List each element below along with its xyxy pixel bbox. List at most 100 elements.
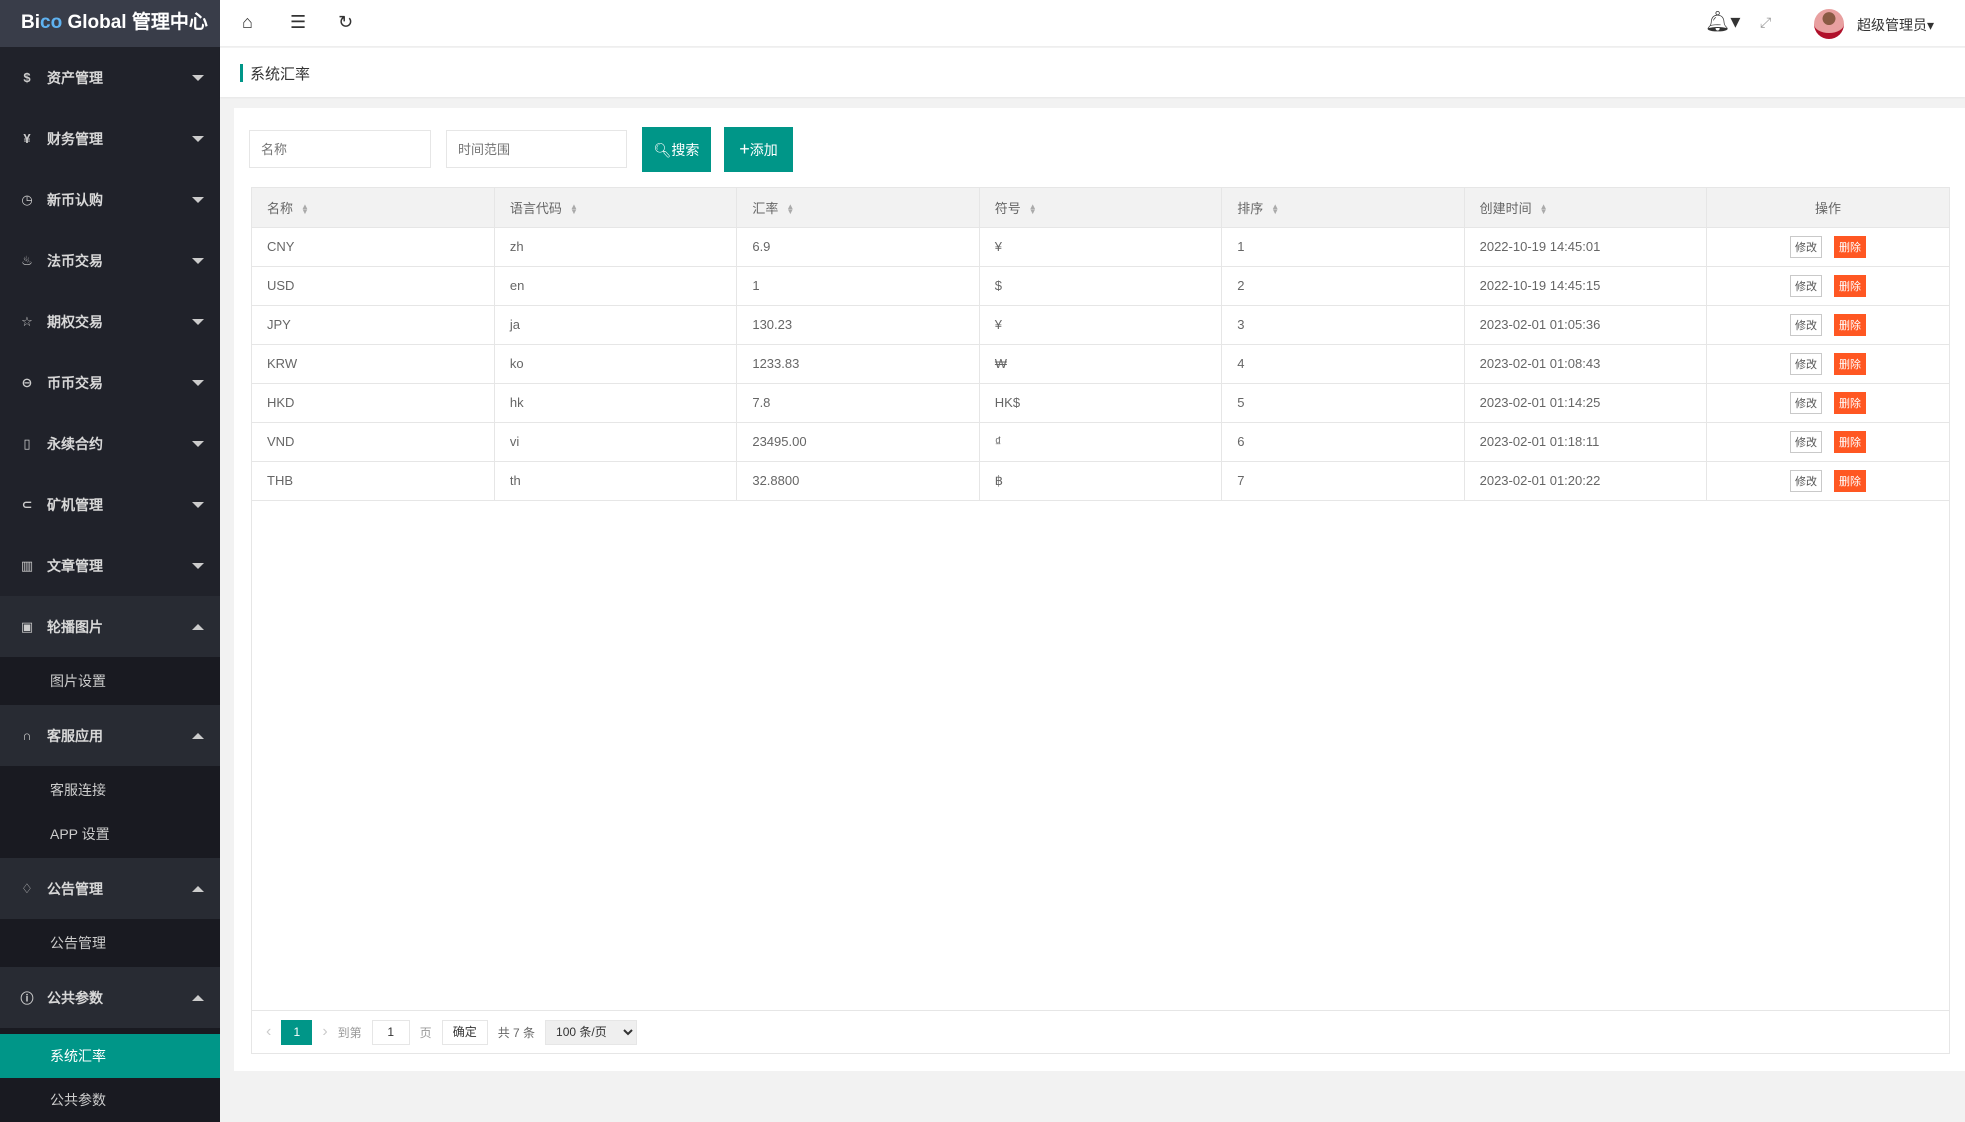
table-cell: 32.8800: [736, 461, 980, 501]
edit-button[interactable]: 修改: [1790, 430, 1823, 453]
yen-circle-icon: ¥: [23, 131, 31, 146]
name-search-input[interactable]: [249, 130, 431, 168]
delete-button[interactable]: 删除: [1834, 352, 1867, 375]
chevron-down-icon: [192, 74, 204, 81]
table-cell: HK$: [979, 383, 1223, 423]
sort-icon[interactable]: ▲ ▼: [1539, 202, 1548, 217]
sidebar-subitem[interactable]: 公告管理: [50, 935, 106, 951]
table-cell: ko: [494, 344, 738, 384]
column-header[interactable]: 符号 ▲ ▼: [979, 188, 1223, 228]
table-cell: 2022-10-19 14:45:01: [1464, 227, 1708, 267]
delete-button[interactable]: 删除: [1834, 313, 1867, 336]
delete-button[interactable]: 删除: [1834, 430, 1867, 453]
column-header[interactable]: 操作: [1706, 188, 1949, 228]
edit-button[interactable]: 修改: [1790, 235, 1823, 258]
sidebar-group-1[interactable]: ∩ 客服应用: [0, 705, 220, 766]
sort-icon[interactable]: ▲ ▼: [569, 202, 578, 217]
page-title: 系统汇率: [250, 66, 311, 83]
edit-button[interactable]: 修改: [1790, 352, 1823, 375]
sidebar-subitem[interactable]: APP 设置: [50, 826, 110, 842]
delete-button[interactable]: 删除: [1834, 274, 1867, 297]
table-row: USD en 1 $2 2022-10-19 14:45:15 修改 删除: [252, 266, 1949, 306]
sidebar-menu-3[interactable]: ♨ 法币交易: [0, 230, 220, 291]
edit-button[interactable]: 修改: [1790, 274, 1823, 297]
breadcrumb: 系统汇率: [220, 48, 1965, 97]
sidebar-menu-1[interactable]: ¥ 财务管理: [0, 108, 220, 169]
edit-button[interactable]: 修改: [1790, 469, 1823, 492]
sidebar-subitem[interactable]: 图片设置: [50, 673, 106, 689]
search-button[interactable]: 🔍︎搜索: [642, 127, 711, 172]
sidebar-menu-6[interactable]: ▯ 永续合约: [0, 413, 220, 474]
table-cell: 1233.83: [736, 344, 980, 384]
menu-label: 公告管理: [47, 880, 103, 897]
table-cell: en: [494, 266, 738, 306]
sort-icon[interactable]: ▲ ▼: [1028, 202, 1037, 217]
column-header[interactable]: 汇率 ▲ ▼: [736, 188, 980, 228]
sidebar-group-0[interactable]: ▣ 轮播图片: [0, 596, 220, 657]
sidebar-menu-4[interactable]: ☆ 期权交易: [0, 291, 220, 352]
table-cell: hk: [494, 383, 738, 423]
bell-icon[interactable]: 🔔︎▾: [1705, 11, 1741, 33]
table-cell: th: [494, 461, 738, 501]
time-range-input[interactable]: [446, 130, 627, 168]
next-page-icon[interactable]: ›: [322, 1023, 328, 1040]
total-count: 共 7 条: [497, 1025, 536, 1040]
sort-icon[interactable]: ▲ ▼: [301, 202, 309, 217]
sort-icon[interactable]: ▲ ▼: [1271, 202, 1280, 217]
refresh-icon[interactable]: ↻: [338, 12, 354, 32]
menu-label: 财务管理: [47, 130, 103, 147]
page-size-select[interactable]: 100 条/页: [545, 1019, 638, 1045]
sidebar-menu-0[interactable]: $ 资产管理: [0, 47, 220, 108]
sort-icon[interactable]: ▲ ▼: [786, 202, 795, 217]
table-row: HKD hk 7.8 HK$ 5 2023-02-01 01:14:25 修改 删除: [252, 383, 1949, 423]
table-cell: 1: [1221, 227, 1465, 267]
fullscreen-icon[interactable]: ⤢: [1760, 14, 1772, 30]
sidebar-menu-5[interactable]: ⊖ 币币交易: [0, 352, 220, 413]
chevron-up-icon: [192, 885, 204, 892]
table-cell: ₩: [979, 344, 1223, 384]
delete-button[interactable]: 删除: [1834, 391, 1867, 414]
sidebar-menu-7[interactable]: ⊂ 矿机管理: [0, 474, 220, 535]
pagination: ‹ 1 › 到第 1 页 确定 共 7 条 100 条/页: [251, 1011, 1950, 1054]
data-table: 名称 ▲ ▼ 语言代码 ▲ ▼ 汇率 ▲ ▼ 符号 ▲ ▼ 排序 ▲ ▼ 创建时间 ▲ ▼ 操作 CNY zh 6.9 ¥1…: [251, 187, 1950, 1011]
column-header[interactable]: 名称 ▲ ▼: [252, 188, 495, 228]
image-icon: ▣: [20, 618, 34, 634]
table-cell: 2023-02-01 01:20:22: [1464, 461, 1708, 501]
table-cell: 2023-02-01 01:14:25: [1464, 383, 1708, 423]
sidebar-group-2[interactable]: ♢ 公告管理: [0, 858, 220, 919]
table-cell: THB: [252, 461, 495, 501]
column-header[interactable]: 排序 ▲ ▼: [1221, 188, 1465, 228]
sidebar-subitem[interactable]: 客服连接: [50, 782, 106, 798]
table-cell: ¥: [979, 305, 1223, 345]
sidebar-subitem[interactable]: 系统汇率: [0, 1034, 220, 1078]
table-cell: KRW: [252, 344, 495, 384]
sidebar-menu-8[interactable]: ▥ 文章管理: [0, 535, 220, 596]
avatar[interactable]: [1814, 9, 1844, 39]
add-button[interactable]: +添加: [724, 127, 793, 172]
sidebar-subitem[interactable]: 公共参数: [50, 1092, 106, 1108]
prev-page-icon[interactable]: ‹: [266, 1023, 272, 1040]
collapse-menu-icon[interactable]: ☰: [290, 12, 307, 32]
table-cell: 1: [736, 266, 980, 306]
table-cell: ₫: [979, 422, 1223, 462]
menu-label: 轮播图片: [47, 618, 103, 635]
column-header[interactable]: 创建时间 ▲ ▼: [1464, 188, 1708, 228]
column-header[interactable]: 语言代码 ▲ ▼: [494, 188, 738, 228]
confirm-button[interactable]: 确定: [441, 1019, 488, 1045]
edit-button[interactable]: 修改: [1790, 313, 1823, 336]
home-icon[interactable]: ⌂: [242, 12, 253, 32]
page-1-button[interactable]: 1: [281, 1019, 313, 1045]
sidebar-group-3[interactable]: ⓘ 公共参数: [0, 967, 220, 1028]
table-cell: 2023-02-01 01:05:36: [1464, 305, 1708, 345]
delete-button[interactable]: 删除: [1834, 235, 1867, 258]
sidebar-menu-2[interactable]: ◷ 新币认购: [0, 169, 220, 230]
chevron-down-icon: [192, 257, 204, 264]
search-icon: 🔍︎: [653, 141, 672, 158]
file-icon: ▯: [23, 435, 31, 451]
menu-label: 永续合约: [47, 435, 103, 452]
delete-button[interactable]: 删除: [1834, 469, 1867, 492]
user-menu[interactable]: 超级管理员▾: [1857, 17, 1935, 33]
goto-page-input[interactable]: 1: [371, 1019, 410, 1045]
edit-button[interactable]: 修改: [1790, 391, 1823, 414]
logo: Bico Global 管理中心: [0, 0, 220, 47]
